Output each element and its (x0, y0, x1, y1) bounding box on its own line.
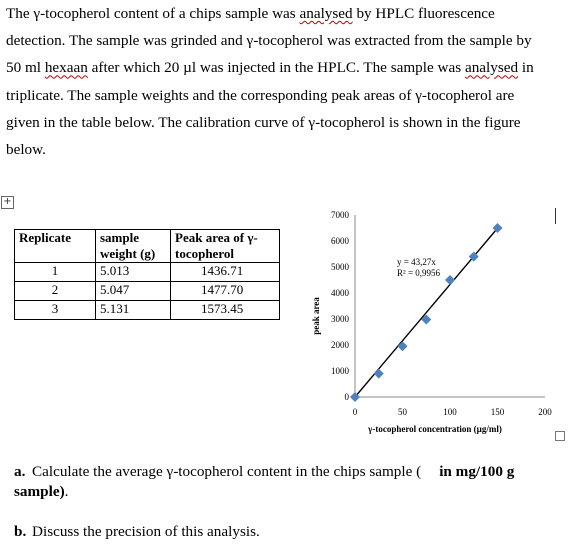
question-b-text: Discuss the precision of this analysis. (32, 523, 260, 540)
question-a-label: a. (14, 463, 26, 480)
y-tick-label: 2000 (331, 340, 350, 350)
data-point (397, 341, 408, 352)
y-tick-label: 0 (345, 392, 350, 402)
data-point (468, 251, 479, 262)
text-cursor (555, 208, 556, 224)
cell-weight: 5.013 (95, 262, 171, 282)
data-point (373, 368, 384, 379)
table-row: 2 5.047 1477.70 (14, 281, 280, 301)
y-tick-label: 3000 (331, 314, 350, 324)
y-tick-label: 7000 (331, 210, 350, 220)
x-axis-ticks: 0 50 100 150 200 (353, 407, 553, 417)
cell-replicate: 3 (14, 300, 96, 320)
intro-line-1: The γ-tocopherol content of a chips samp… (6, 5, 495, 22)
y-tick-label: 1000 (331, 366, 350, 376)
table-row: 3 5.131 1573.45 (14, 300, 280, 320)
sample-table: Replicate sample weight (g) Peak area of… (14, 229, 280, 320)
intro-line-5: given in the table below. The calibratio… (6, 113, 521, 131)
cell-replicate: 1 (14, 262, 96, 282)
y-axis-ticks: 0 1000 2000 3000 4000 5000 6000 7000 (331, 210, 350, 402)
cell-weight: 5.131 (95, 300, 171, 320)
x-tick-label: 200 (538, 407, 552, 417)
question-a-text: Calculate the average γ-tocopherol conte… (32, 463, 422, 480)
cell-peak-area: 1436.71 (170, 262, 280, 282)
data-point (421, 314, 432, 325)
cell-weight: 5.047 (95, 281, 171, 301)
table-row: 1 5.013 1436.71 (14, 262, 280, 282)
trendline-r2: R² = 0,9956 (397, 268, 441, 278)
data-point (492, 223, 503, 233)
header-replicate: Replicate (14, 229, 96, 263)
x-tick-label: 150 (491, 407, 505, 417)
x-tick-label: 100 (443, 407, 457, 417)
y-tick-label: 4000 (331, 288, 350, 298)
y-tick-label: 6000 (331, 236, 350, 246)
intro-paragraph: The γ-tocopherol content of a chips samp… (6, 0, 566, 163)
intro-line-4: triplicate. The sample weights and the c… (6, 86, 515, 104)
x-tick-label: 50 (398, 407, 408, 417)
cell-replicate: 2 (14, 281, 96, 301)
question-b: b. Discuss the precision of this analysis… (14, 522, 260, 542)
cell-peak-area: 1477.70 (170, 281, 280, 301)
table-header-row: Replicate sample weight (g) Peak area of… (14, 229, 280, 263)
y-axis-label: peak area (311, 297, 321, 335)
question-b-label: b. (14, 523, 27, 540)
table-move-handle-icon[interactable]: + (1, 196, 14, 209)
y-tick-label: 5000 (331, 262, 350, 272)
question-a: a. Calculate the average γ-tocopherol con… (14, 463, 515, 500)
cell-peak-area: 1573.45 (170, 300, 280, 320)
question-a-bold: in mg/100 g sample) (14, 463, 515, 500)
trendline-equation: y = 43,27x (397, 257, 436, 267)
intro-line-2: detection. The sample was grinded and γ-… (6, 32, 532, 50)
header-peak-area: Peak area of γ-tocopherol (170, 229, 280, 263)
header-sample-weight: sample weight (g) (95, 229, 171, 263)
x-tick-label: 0 (353, 407, 358, 417)
x-axis-label: γ-tocopherol concentration (µg/ml) (367, 424, 502, 434)
data-point (350, 392, 360, 402)
chart-resize-handle[interactable] (555, 431, 565, 441)
intro-line-6: below. (6, 141, 46, 159)
data-points (350, 223, 503, 402)
calibration-chart: 0 1000 2000 3000 4000 5000 6000 7000 0 50 100 150 2… (311, 210, 553, 434)
intro-line-3: 50 ml hexaan after which 20 µl was injec… (6, 59, 534, 77)
data-point (445, 275, 455, 285)
